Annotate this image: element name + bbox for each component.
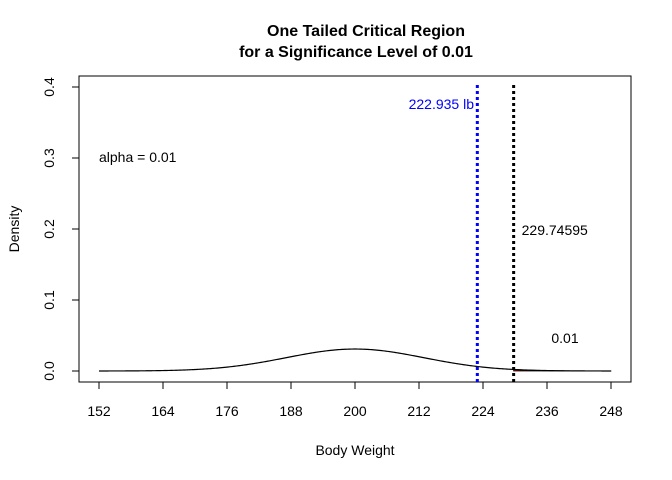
x-tick-label: 176 [215, 403, 239, 419]
x-axis: 152 164 176 188 200 212 224 236 248 [87, 381, 623, 419]
x-tick-label: 212 [407, 403, 431, 419]
alpha-annotation: alpha = 0.01 [99, 149, 177, 165]
y-tick-label: 0.0 [41, 361, 57, 381]
y-axis-label: Density [6, 206, 22, 253]
chart-title-line1: One Tailed Critical Region [267, 23, 465, 40]
critical-value-label: 229.74595 [522, 222, 588, 238]
y-tick-label: 0.4 [41, 77, 57, 97]
y-tick-label: 0.1 [41, 290, 57, 310]
y-tick-label: 0.2 [41, 219, 57, 239]
x-tick-label: 236 [535, 403, 559, 419]
x-tick-label: 188 [279, 403, 303, 419]
region-probability-label: 0.01 [551, 330, 578, 346]
x-tick-label: 248 [599, 403, 623, 419]
x-tick-label: 224 [471, 403, 495, 419]
density-curve [99, 348, 611, 372]
x-tick-label: 164 [151, 403, 175, 419]
x-tick-label: 152 [87, 403, 111, 419]
x-axis-label: Body Weight [315, 442, 394, 458]
chart-title-line2: for a Significance Level of 0.01 [239, 44, 473, 61]
x-tick-label: 200 [343, 403, 367, 419]
observed-value-label: 222.935 lb [409, 96, 475, 112]
y-axis: 0.0 0.1 0.2 0.3 0.4 [41, 77, 80, 381]
y-tick-label: 0.3 [41, 148, 57, 168]
